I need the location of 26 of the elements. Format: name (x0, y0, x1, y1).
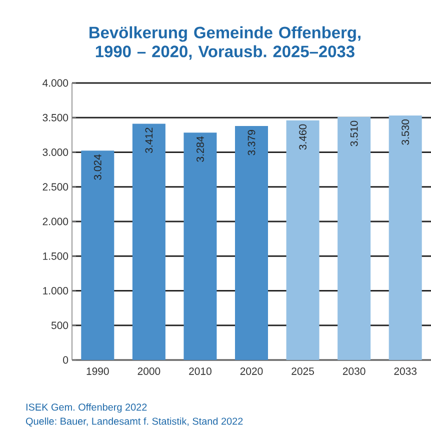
y-tick-label: 2.500 (42, 183, 68, 191)
y-tick-label: 1.000 (43, 287, 68, 294)
y-tick-label: 4.000 (42, 79, 68, 87)
y-tick-label: 2.000 (42, 218, 68, 226)
data-label: 3.460 (299, 124, 306, 150)
x-tick-label: 2025 (292, 368, 314, 375)
x-tick-label: 2033 (394, 368, 417, 375)
chart-title: Bevölkerung Gemeinde Offenberg, 1990 – 2020, Vorausb. 2025–2033 (90, 26, 360, 60)
data-label: 3.024 (94, 154, 102, 180)
x-tick-label: 2020 (240, 368, 263, 375)
x-tick-label: 2030 (342, 368, 366, 375)
x-tick-label: 1990 (86, 368, 109, 375)
data-label: 3.510 (350, 120, 358, 146)
y-tick-label: 500 (51, 322, 68, 330)
source-note: Quelle: Bauer, Landesamt f. Statistik, Stand 2022 (26, 417, 243, 427)
y-tick-label: 3.000 (42, 148, 68, 156)
data-label: 3.412 (145, 128, 153, 154)
data-label: 3.284 (196, 136, 204, 162)
y-tick-label: 3.500 (42, 114, 68, 122)
data-label: 3.379 (248, 130, 256, 156)
y-tick-label: 0 (63, 356, 68, 364)
text: ISEK Gem. Offenberg 2022 (26, 403, 147, 413)
y-tick-label: 1.500 (43, 252, 68, 260)
x-tick-label: 2000 (138, 368, 160, 375)
x-tick-label: 2010 (189, 368, 212, 375)
data-label: 3.530 (402, 119, 410, 145)
